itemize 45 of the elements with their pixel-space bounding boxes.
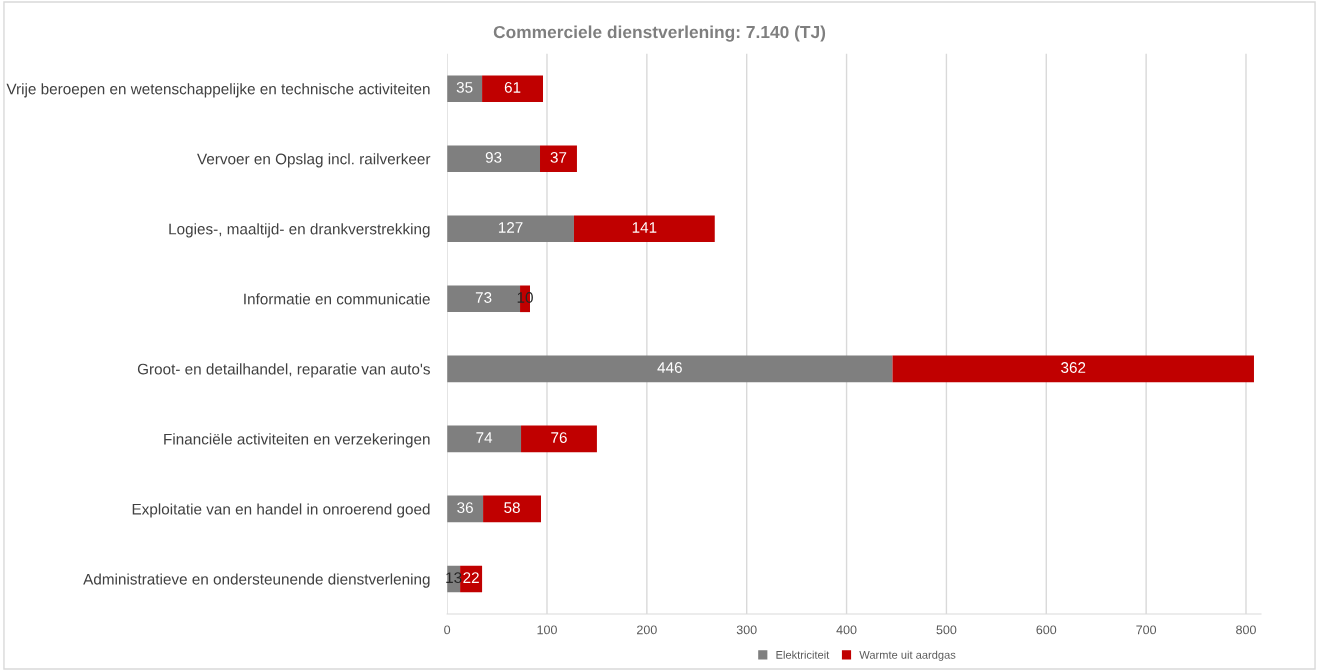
chart-title: Commerciele dienstverlening: 7.140 (TJ) — [493, 25, 826, 42]
bar — [447, 425, 522, 453]
data-label: 73 — [475, 292, 492, 303]
data-label: 362 — [1061, 362, 1086, 373]
x-tick-label: 800 — [1236, 625, 1256, 635]
x-tick-label: 300 — [736, 625, 757, 635]
y-tick-label: Exploitatie van en handel in onroerend goed — [132, 503, 430, 518]
data-label: 35 — [456, 81, 473, 93]
data-label: 74 — [476, 432, 493, 443]
data-label: 127 — [498, 222, 523, 233]
data-label: 37 — [550, 152, 567, 163]
data-label: 446 — [657, 362, 682, 373]
legend-label: Warmte uit aardgas — [859, 650, 956, 661]
y-tick-label: Administratieve en ondersteunende dienstverlening — [83, 573, 430, 588]
y-tick-label: Vervoer en Opslag incl. railverkeer — [197, 153, 431, 168]
bar — [540, 145, 577, 173]
data-label: 76 — [551, 432, 567, 443]
x-tick-label: 500 — [936, 625, 957, 635]
legend-label: Elektriciteit — [776, 650, 830, 659]
x-tick-label: 400 — [836, 625, 857, 635]
x-tick-label: 100 — [537, 625, 557, 635]
x-tick-label: 0 — [444, 625, 451, 635]
bar — [892, 355, 1254, 383]
data-label: 36 — [457, 502, 473, 514]
data-label: 141 — [632, 222, 657, 233]
bar — [447, 355, 893, 383]
bar — [521, 425, 597, 453]
data-label: 93 — [485, 152, 502, 163]
bar — [447, 75, 483, 102]
bar — [483, 495, 542, 523]
x-tick-label: 200 — [637, 625, 657, 635]
data-label: 22 — [463, 572, 479, 583]
y-tick-label: Informatie en communicatie — [244, 293, 430, 305]
bar — [482, 75, 543, 102]
y-tick-label: Financiële activiteiten en verzekeringen — [164, 433, 430, 448]
x-tick-label: 600 — [1036, 625, 1057, 635]
bar — [573, 215, 715, 243]
y-tick-label: Logies-, maaltijd- en drankverstrekking — [169, 223, 430, 238]
bar — [447, 145, 541, 173]
data-label: 58 — [504, 502, 520, 514]
y-tick-label: Vrije beroepen en wetenschappelijke en technische activiteiten — [6, 83, 430, 98]
bar — [447, 215, 574, 243]
data-label: 61 — [504, 81, 521, 93]
x-tick-label: 700 — [1136, 625, 1157, 635]
y-tick-label: Groot- en detailhandel, reparatie van auto's — [137, 363, 430, 378]
